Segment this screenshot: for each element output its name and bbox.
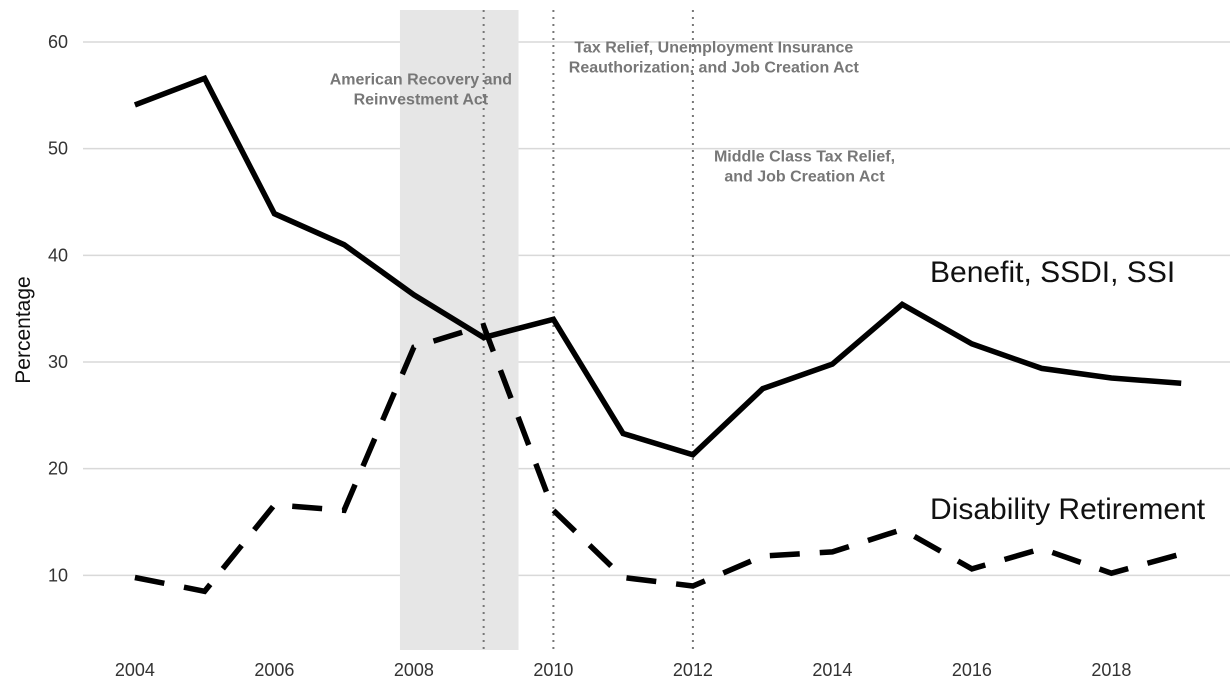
y-tick-label: 30 (48, 352, 68, 372)
annotation-line: American Recovery and (330, 72, 512, 89)
series-line-benefit-ssdi-ssi (133, 74, 1182, 458)
annotation-line: Reauthorization, and Job Creation Act (569, 60, 860, 77)
x-tick-label: 2010 (533, 660, 573, 680)
annotation-line: Middle Class Tax Relief, (714, 148, 895, 165)
y-tick-label: 60 (48, 32, 68, 52)
series-label: Benefit, SSDI, SSI (930, 256, 1175, 289)
annotation-line: and Job Creation Act (724, 168, 885, 185)
annotation-label: American Recovery and Reinvestment Act (330, 72, 512, 109)
annotation-label: Tax Relief, Unemployment Insurance Reauth… (569, 40, 860, 77)
x-tick-label: 2014 (812, 660, 852, 680)
y-tick-label: 40 (48, 245, 68, 265)
x-tick-label: 2008 (394, 660, 434, 680)
x-tick-label: 2016 (952, 660, 992, 680)
x-tick-label: 2018 (1091, 660, 1131, 680)
y-axis-title: Percentage (12, 276, 35, 383)
annotation-line: Tax Relief, Unemployment Insurance (574, 40, 853, 57)
x-tick-label: 2006 (254, 660, 294, 680)
y-tick-label: 50 (48, 139, 68, 159)
y-tick-label: 20 (48, 459, 68, 479)
x-tick-label: 2004 (115, 660, 155, 680)
y-tick-label: 10 (48, 565, 68, 585)
annotation-label: Middle Class Tax Relief, and Job Creation… (714, 148, 895, 185)
shaded-region (399, 10, 519, 650)
x-tick-label: 2012 (673, 660, 713, 680)
series-line-disability-retirement (134, 322, 1182, 595)
annotation-line: Reinvestment Act (354, 92, 489, 109)
series-label: Disability Retirement (930, 493, 1206, 526)
